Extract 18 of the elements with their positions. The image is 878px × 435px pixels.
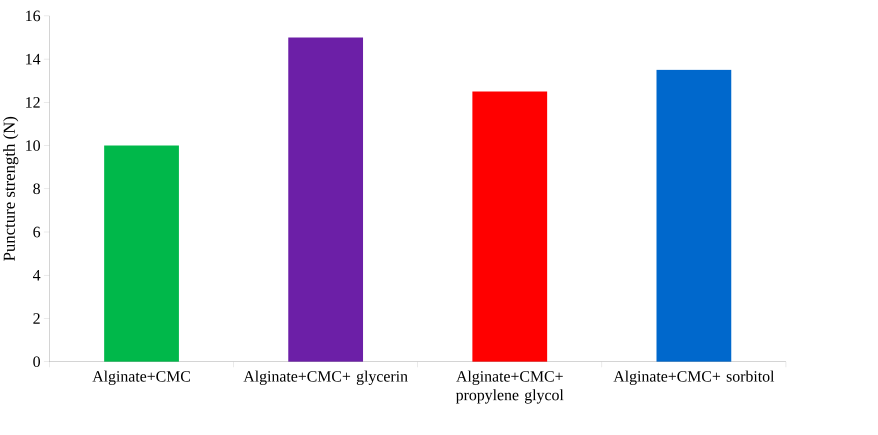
x-tick-label: Alginate+CMC+ sorbitol <box>613 370 774 386</box>
y-tick-label: 4 <box>32 270 40 281</box>
y-axis-title: Puncture strength (N) <box>3 117 18 262</box>
bar <box>656 70 732 362</box>
bar <box>472 92 548 362</box>
y-tick-label: 6 <box>33 226 40 238</box>
y-tick-label: 8 <box>33 184 40 194</box>
bar <box>104 146 179 362</box>
x-tick-label: Alginate+CMC+ propylene glycol <box>456 370 564 404</box>
y-tick-label: 12 <box>26 97 40 108</box>
y-tick-label: 14 <box>26 54 40 65</box>
y-tick-label: 10 <box>26 140 40 152</box>
y-tick-label: 16 <box>26 10 40 22</box>
y-tick-label: 2 <box>33 313 40 324</box>
y-tick-label: 0 <box>33 356 40 368</box>
bar <box>288 38 364 362</box>
x-tick-label: Alginate+CMC <box>92 370 190 386</box>
x-tick-label: Alginate+CMC+ glycerin <box>243 370 408 386</box>
